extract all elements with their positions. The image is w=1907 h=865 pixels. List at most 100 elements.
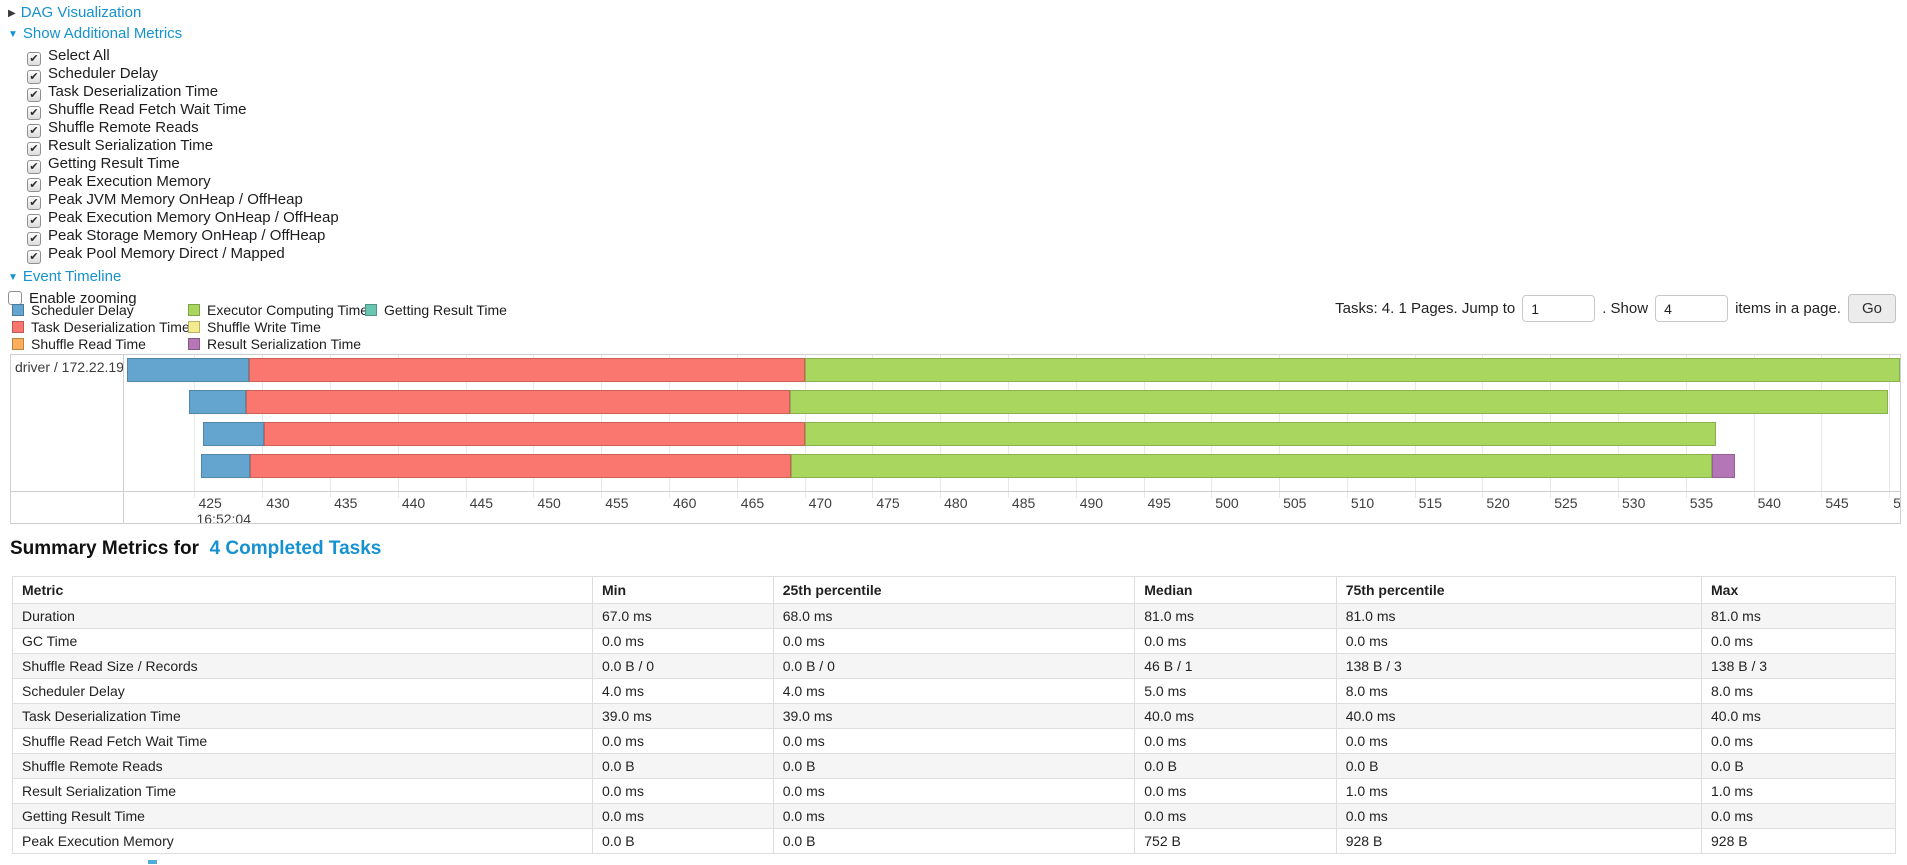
metric-value-cell: 39.0 ms xyxy=(772,703,1136,729)
checked-checkbox-shuffle-remote-reads[interactable]: ✔ xyxy=(27,124,41,138)
checkbox-label: Peak JVM Memory OnHeap / OffHeap xyxy=(48,191,303,208)
show-additional-metrics-link[interactable]: Show Additional Metrics xyxy=(22,25,183,42)
checkbox-label: Shuffle Remote Reads xyxy=(48,119,199,136)
axis-time-sub-label: 16:52:04 xyxy=(196,511,251,523)
table-row-duration: Duration 67.0 ms 68.0 ms 81.0 ms 81.0 ms 81.0… xyxy=(12,603,1896,629)
metric-value-cell: 0.0 ms xyxy=(1335,628,1703,654)
summary-metrics-title: Summary Metrics for 4 Completed Tasks xyxy=(10,538,381,560)
legend-label: Executor Computing Time xyxy=(207,302,369,318)
checked-checkbox-shuffle-read-fetch-wait-time[interactable]: ✔ xyxy=(27,106,41,120)
metric-value-cell: 0.0 B xyxy=(1701,753,1896,779)
axis-tick-label: 500 xyxy=(1215,495,1239,511)
legend-item-result-serialization: Result Serialization Time xyxy=(188,336,365,352)
completed-tasks-link[interactable]: 4 Completed Tasks xyxy=(209,538,382,559)
task-deserialization-swatch-icon xyxy=(12,321,24,333)
metric-checkbox-item-getting-result-time: ✔ Getting Result Time xyxy=(8,155,339,174)
metric-name-cell: Shuffle Read Fetch Wait Time xyxy=(12,728,593,754)
pagination-suffix-text: items in a page. xyxy=(1735,300,1841,317)
checked-checkbox-peak-jvm-memory-onheap-offheap[interactable]: ✔ xyxy=(27,196,41,210)
metric-value-cell: 1.0 ms xyxy=(1335,778,1703,804)
checked-checkbox-getting-result-time[interactable]: ✔ xyxy=(27,160,41,174)
task-bar-segment-executor-computing[interactable] xyxy=(804,422,1716,446)
metric-name-cell: Getting Result Time xyxy=(12,803,593,829)
checked-checkbox-task-deserialization-time[interactable]: ✔ xyxy=(27,88,41,102)
table-row-result-serialization-time: Result Serialization Time 0.0 ms 0.0 ms 0.0… xyxy=(12,778,1896,804)
task-bar-segment-scheduler-delay[interactable] xyxy=(126,358,249,382)
metric-value-cell: 0.0 B xyxy=(772,828,1136,854)
task-bar-segment-task-deserialization[interactable] xyxy=(248,358,805,382)
checked-checkbox-peak-execution-memory[interactable]: ✔ xyxy=(27,178,41,192)
metric-checkbox-item-peak-jvm-memory-onheap-offheap: ✔ Peak JVM Memory OnHeap / OffHeap xyxy=(8,191,339,210)
metric-value-cell: 0.0 ms xyxy=(1134,803,1337,829)
metric-value-cell: 8.0 ms xyxy=(1701,678,1896,704)
task-bar-segment-executor-computing[interactable] xyxy=(789,390,1888,414)
dag-visualization-link[interactable]: DAG Visualization xyxy=(20,4,142,21)
event-timeline-link[interactable]: Event Timeline xyxy=(22,268,122,285)
axis-tick-label: 470 xyxy=(808,495,832,511)
table-row-shuffle-remote-reads: Shuffle Remote Reads 0.0 B 0.0 B 0.0 B 0.0 B… xyxy=(12,753,1896,779)
task-bar-segment-scheduler-delay[interactable] xyxy=(189,390,246,414)
metric-value-cell: 0.0 ms xyxy=(591,778,774,804)
task-bar-segment-scheduler-delay[interactable] xyxy=(202,422,264,446)
table-body: Duration 67.0 ms 68.0 ms 81.0 ms 81.0 ms 81.0… xyxy=(12,603,1896,854)
task-bar-segment-result-serialization[interactable] xyxy=(1711,454,1735,478)
legend-item-shuffle-write: Shuffle Write Time xyxy=(188,319,365,335)
task-bar-segment-executor-computing[interactable] xyxy=(791,454,1712,478)
metric-checkbox-item-shuffle-remote-reads: ✔ Shuffle Remote Reads xyxy=(8,119,339,138)
metric-value-cell: 4.0 ms xyxy=(591,678,774,704)
metric-name-cell: Shuffle Remote Reads xyxy=(12,753,593,779)
event-timeline-chart: driver / 172.22.198.104 4254304354404454… xyxy=(10,354,1901,524)
table-row-scheduler-delay: Scheduler Delay 4.0 ms 4.0 ms 5.0 ms 8.0 ms 8… xyxy=(12,678,1896,704)
column-header-max: Max xyxy=(1701,576,1896,604)
axis-tick-label: 535 xyxy=(1689,495,1714,511)
column-header-min: Min xyxy=(591,576,774,604)
metric-value-cell: 0.0 ms xyxy=(1701,803,1896,829)
legend-label: Shuffle Write Time xyxy=(207,319,321,335)
checked-checkbox-result-serialization-time[interactable]: ✔ xyxy=(27,142,41,156)
metric-checkbox-item-result-serialization-time: ✔ Result Serialization Time xyxy=(8,137,339,156)
table-row-getting-result-time: Getting Result Time 0.0 ms 0.0 ms 0.0 ms 0.0… xyxy=(12,803,1896,829)
scheduler-delay-swatch-icon xyxy=(12,304,24,316)
task-bar-segment-executor-computing[interactable] xyxy=(804,358,1900,382)
table-row-gc-time: GC Time 0.0 ms 0.0 ms 0.0 ms 0.0 ms 0.0 ms xyxy=(12,628,1896,654)
checked-checkbox-peak-execution-memory-onheap-offheap[interactable]: ✔ xyxy=(27,214,41,228)
go-button[interactable]: Go xyxy=(1847,294,1896,323)
metric-name-cell: Shuffle Read Size / Records xyxy=(12,653,593,679)
checked-checkbox-peak-storage-memory-onheap-offheap[interactable]: ✔ xyxy=(27,232,41,246)
gridline xyxy=(1753,355,1755,498)
axis-tick-label: 505 xyxy=(1283,495,1307,511)
table-row-shuffle-read-fetch-wait-time: Shuffle Read Fetch Wait Time 0.0 ms 0.0 ms… xyxy=(12,728,1896,754)
checked-checkbox-select-all[interactable]: ✔ xyxy=(27,52,41,66)
task-bar-segment-task-deserialization[interactable] xyxy=(250,454,791,478)
pagination-prefix-text: Tasks: 4. 1 Pages. Jump to xyxy=(1335,300,1516,317)
legend-item-getting-result: Getting Result Time xyxy=(365,302,507,318)
metric-value-cell: 0.0 ms xyxy=(772,628,1136,654)
metric-value-cell: 138 B / 3 xyxy=(1335,653,1703,679)
pagination-mid-text: . Show xyxy=(1602,300,1649,317)
axis-tick-label: 550 xyxy=(1893,495,1900,511)
axis-tick-label: 540 xyxy=(1757,495,1781,511)
metric-value-cell: 81.0 ms xyxy=(1134,603,1337,629)
items-per-page-input[interactable] xyxy=(1655,295,1729,322)
executor-computing-swatch-icon xyxy=(188,304,200,316)
task-bar-segment-task-deserialization[interactable] xyxy=(246,390,790,414)
metric-value-cell: 8.0 ms xyxy=(1335,678,1703,704)
metric-value-cell: 0.0 ms xyxy=(1134,778,1337,804)
expanded-arrow-icon: ▼ xyxy=(8,29,18,40)
checked-checkbox-peak-pool-memory-direct-mapped[interactable]: ✔ xyxy=(27,250,41,264)
jump-to-page-input[interactable] xyxy=(1522,295,1596,322)
task-bar-segment-task-deserialization[interactable] xyxy=(263,422,805,446)
checkbox-label: Peak Execution Memory OnHeap / OffHeap xyxy=(48,209,339,226)
result-serialization-swatch-icon xyxy=(188,338,200,350)
metric-value-cell: 0.0 ms xyxy=(1134,628,1337,654)
checked-checkbox-scheduler-delay[interactable]: ✔ xyxy=(27,70,41,84)
axis-tick-label: 545 xyxy=(1825,495,1849,511)
metric-checkbox-item-peak-storage-memory-onheap-offheap: ✔ Peak Storage Memory OnHeap / OffHeap xyxy=(8,227,339,246)
legend-label: Result Serialization Time xyxy=(207,336,362,352)
axis-tick-label: 495 xyxy=(1147,495,1171,511)
task-bar-segment-scheduler-delay[interactable] xyxy=(201,454,251,478)
axis-tick-label: 430 xyxy=(266,495,290,511)
metric-value-cell: 39.0 ms xyxy=(591,703,774,729)
metric-checkbox-item-select-all: ✔ Select All xyxy=(8,47,339,66)
metric-value-cell: 928 B xyxy=(1701,828,1896,854)
